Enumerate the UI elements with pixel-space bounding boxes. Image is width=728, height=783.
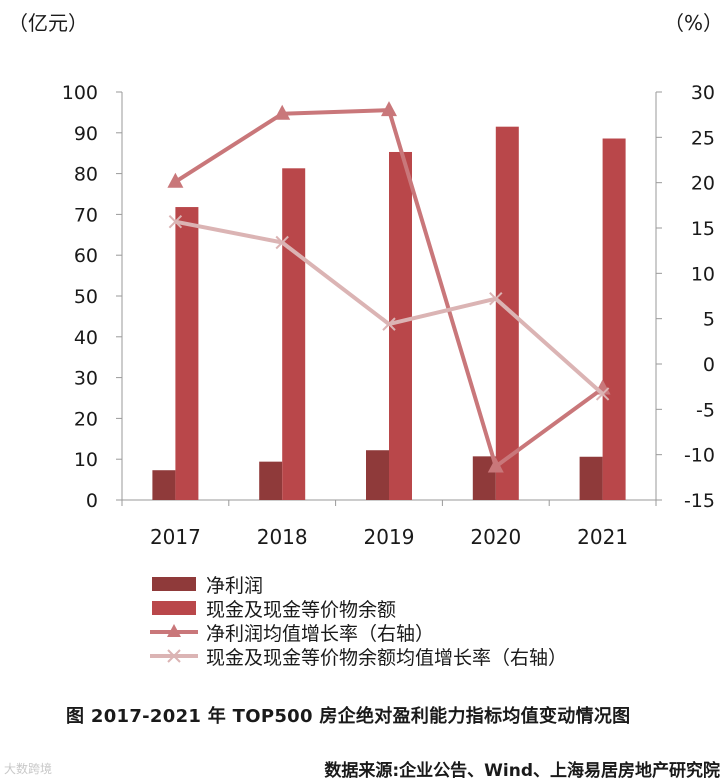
legend-label-net-profit: 净利润 — [206, 574, 264, 597]
category-label: 2020 — [470, 525, 521, 549]
cash-growth-marker — [168, 214, 183, 229]
legend-label-cash-growth: 现金及现金等价物余额均值增长率（右轴） — [206, 646, 568, 669]
left-tick-label: 90 — [74, 123, 98, 145]
line-series — [167, 101, 611, 473]
net-profit-bar — [259, 461, 283, 500]
legend-swatch-cash-growth — [150, 644, 198, 668]
legend-swatch-net-profit-growth — [150, 620, 198, 644]
x-marker-stroke — [382, 317, 396, 331]
left-tick-label: 20 — [74, 408, 98, 430]
cash-balance-bar — [495, 126, 519, 501]
category-label: 2021 — [577, 525, 628, 549]
chart-area: （亿元） （%） 0102030405060708090100-15-10-50… — [8, 11, 723, 549]
cash-balance-bar — [389, 151, 412, 500]
left-tick-label: 30 — [74, 368, 98, 390]
figure-caption: 图 2017-2021 年 TOP500 房企绝对盈利能力指标均值变动情况图 — [66, 706, 631, 727]
left-tick-label: 0 — [86, 490, 98, 512]
left-tick-label: 60 — [74, 245, 98, 267]
left-tick-label: 50 — [74, 286, 98, 308]
net-profit-bar — [366, 450, 389, 500]
x-marker-stroke — [275, 235, 289, 250]
legend-item-cash-growth: 现金及现金等价物余额均值增长率（右轴） — [150, 644, 670, 669]
right-tick-label: 25 — [691, 127, 715, 149]
net-profit-growth-marker — [381, 101, 397, 117]
legend-swatch-net-profit — [150, 572, 198, 596]
right-axis-unit: （%） — [664, 11, 723, 35]
legend-label-cash: 现金及现金等价物余额 — [206, 598, 397, 621]
legend-item-net-profit: 净利润 — [150, 572, 670, 597]
category-label: 2017 — [150, 525, 201, 549]
cash-growth-marker — [489, 292, 503, 306]
left-tick-label: 40 — [74, 327, 98, 349]
watermark: 大数跨境 — [4, 762, 53, 776]
x-marker-stroke — [595, 387, 610, 401]
legend-label-net-profit-growth: 净利润均值增长率（右轴） — [206, 622, 435, 645]
legend-swatch-cash — [150, 596, 198, 620]
cash-growth-marker — [382, 317, 396, 331]
right-tick-label: 20 — [691, 173, 715, 195]
cash-balance-bar — [175, 207, 199, 500]
left-tick-label: 100 — [62, 82, 98, 104]
legend-item-cash: 现金及现金等价物余额 — [150, 596, 670, 621]
net-profit-bar — [152, 470, 176, 500]
x-marker-stroke — [168, 214, 183, 229]
net-profit-growth-marker — [167, 172, 184, 188]
legend-item-net-profit-growth: 净利润均值增长率（右轴） — [150, 620, 670, 645]
net-profit-bar — [579, 456, 603, 500]
net-profit-bar — [472, 456, 496, 500]
left-tick-label: 70 — [74, 204, 98, 226]
left-tick-label: 80 — [74, 164, 98, 186]
net-profit-growth-marker — [487, 457, 504, 473]
right-tick-label: -15 — [684, 490, 715, 512]
cash-growth-marker — [275, 235, 289, 250]
category-label: 2019 — [364, 525, 415, 549]
tick-labels: 0 10 20 30 40 50 60 70 80 90 100 -15 -10 -5 0 5 10 15 20 25… — [62, 82, 715, 549]
net-profit-growth-marker — [274, 104, 291, 120]
cash-balance-bar — [602, 138, 626, 500]
left-axis-unit: （亿元） — [8, 11, 88, 35]
legend: 净利润 现金及现金等价物余额 净利润均值增长率（右轴） 现金及现金等价物余额均值… — [150, 572, 670, 669]
category-label: 2018 — [257, 525, 308, 549]
cash-growth-marker — [595, 387, 610, 401]
right-tick-label: 10 — [691, 263, 715, 285]
x-marker-stroke — [489, 292, 503, 306]
right-tick-label: -10 — [684, 445, 715, 467]
cash-balance-bar — [282, 168, 306, 500]
right-tick-label: 5 — [703, 309, 715, 331]
right-tick-label: 30 — [691, 82, 715, 104]
right-tick-label: 15 — [691, 218, 715, 240]
right-tick-label: -5 — [696, 399, 715, 421]
data-source: 数据来源:企业公告、Wind、上海易居房地产研究院 — [324, 761, 720, 781]
bar-series — [152, 126, 626, 501]
left-tick-label: 10 — [74, 449, 98, 471]
right-tick-label: 0 — [703, 354, 715, 376]
